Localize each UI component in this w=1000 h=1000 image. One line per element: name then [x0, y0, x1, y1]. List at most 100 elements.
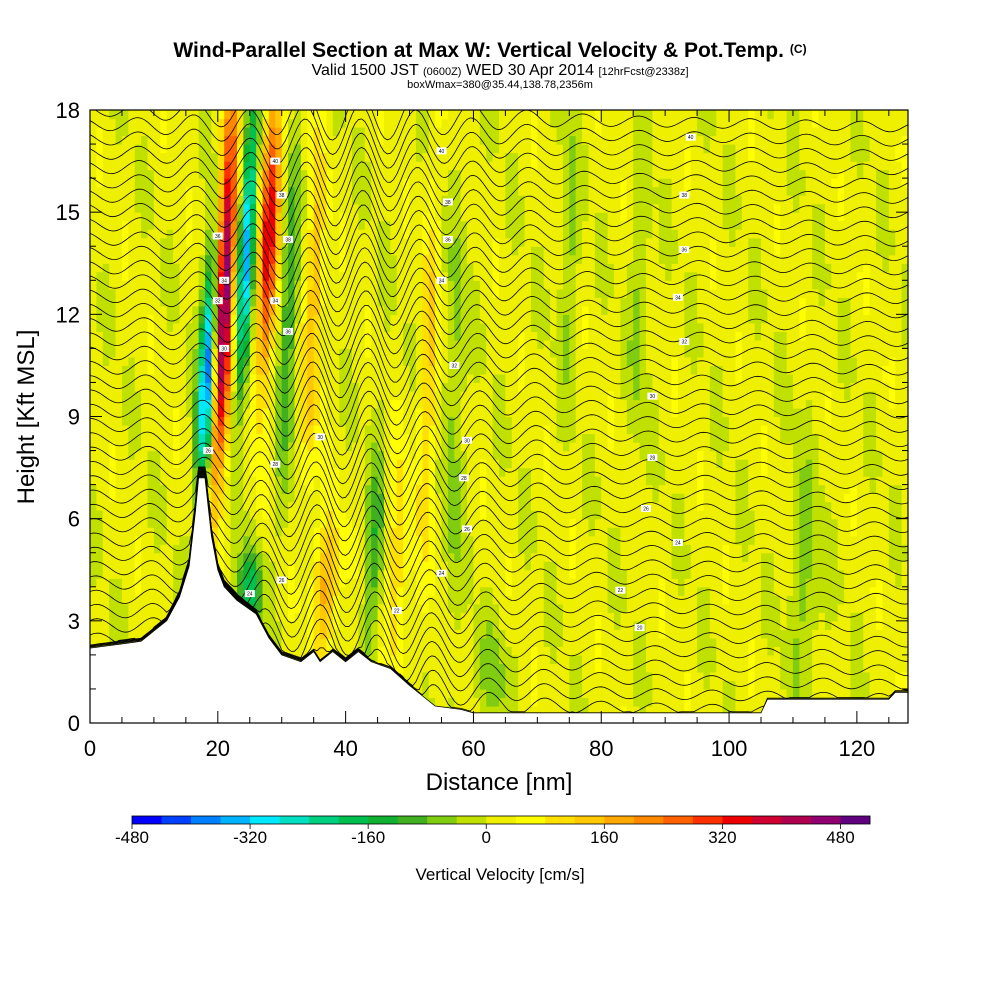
heat-cell — [313, 169, 321, 179]
heat-cell — [447, 535, 455, 545]
heat-cell — [236, 246, 244, 256]
heat-cell — [281, 637, 289, 647]
heat-cell — [460, 416, 468, 426]
heat-cell — [109, 169, 117, 179]
heat-cell — [473, 365, 481, 375]
heat-cell — [173, 280, 181, 290]
heat-cell — [428, 373, 436, 384]
heat-cell — [499, 110, 506, 120]
heat-cell — [352, 578, 360, 588]
heat-cell — [447, 348, 455, 358]
heat-cell — [217, 220, 225, 230]
heat-cell — [460, 339, 468, 349]
heat-cell — [102, 407, 110, 418]
heat-cell — [134, 459, 142, 469]
heat-cell — [300, 229, 308, 239]
heat-cell — [383, 450, 391, 460]
heat-cell — [505, 322, 513, 332]
heat-cell — [499, 501, 506, 511]
heat-cell — [524, 407, 532, 418]
heat-cell — [479, 493, 487, 503]
heat-cell — [179, 118, 187, 128]
heat-cell — [185, 535, 193, 545]
heat-cell — [134, 144, 142, 154]
heat-cell — [390, 646, 398, 656]
heat-cell — [179, 476, 187, 486]
heat-cell — [320, 186, 328, 196]
heat-cell — [115, 118, 123, 128]
heat-cell — [428, 535, 436, 545]
heat-cell — [294, 637, 302, 647]
heat-cell — [415, 603, 423, 613]
heat-cell — [224, 195, 232, 205]
heat-cell — [128, 612, 136, 622]
heat-cell — [371, 382, 379, 392]
heat-cell — [415, 280, 423, 290]
heat-cell — [345, 637, 353, 647]
heat-cell — [492, 578, 500, 588]
heat-cell — [479, 178, 487, 188]
heat-cell — [326, 637, 334, 647]
heat-cell — [352, 195, 360, 205]
heat-cell — [134, 161, 142, 171]
heat-cell — [224, 484, 232, 494]
heat-cell — [243, 118, 251, 128]
heat-cell — [447, 356, 455, 367]
heat-cell — [479, 254, 487, 264]
heat-cell — [326, 373, 334, 384]
heat-cell — [205, 254, 213, 264]
heat-cell — [205, 459, 213, 469]
heat-cell — [409, 603, 417, 613]
heat-cell — [275, 365, 283, 375]
heat-cell — [524, 373, 532, 384]
heat-cell — [415, 399, 423, 409]
heat-cell — [390, 382, 398, 392]
heat-cell — [96, 544, 104, 554]
heat-cell — [313, 152, 321, 162]
heat-cell — [153, 254, 161, 264]
heat-cell — [518, 220, 526, 230]
heat-cell — [236, 544, 244, 554]
heat-cell — [435, 578, 443, 588]
heat-cell — [371, 654, 379, 664]
heat-cell — [128, 518, 136, 528]
heat-cell — [115, 450, 123, 460]
heat-cell — [364, 288, 372, 298]
heat-cell — [345, 595, 353, 605]
heat-cell — [492, 203, 500, 213]
heat-cell — [275, 467, 283, 477]
heat-cell — [268, 152, 276, 162]
heat-cell — [134, 425, 142, 435]
heat-cell — [153, 382, 161, 392]
heat-cell — [236, 416, 244, 426]
heat-cell — [294, 127, 302, 137]
heat-cell — [390, 586, 398, 596]
heat-cell — [454, 407, 462, 418]
heat-cell — [454, 425, 462, 435]
heat-cell — [320, 459, 328, 469]
heat-cell — [192, 152, 200, 162]
heat-cell — [435, 263, 443, 273]
heat-cell — [352, 493, 360, 503]
heat-cell — [300, 450, 308, 460]
heat-cell — [230, 212, 238, 222]
heat-cell — [179, 518, 187, 528]
heat-cell — [403, 246, 411, 256]
heat-cell — [147, 152, 155, 162]
heat-cell — [364, 646, 372, 656]
heat-cell — [173, 493, 181, 503]
heat-cell — [243, 552, 251, 562]
heat-cell — [358, 118, 366, 128]
heat-cell — [134, 493, 142, 503]
heat-cell — [467, 263, 475, 273]
heat-cell — [454, 603, 462, 613]
heat-cell — [486, 110, 494, 120]
heat-cell — [345, 348, 353, 358]
heat-cell — [441, 459, 449, 469]
heat-cell — [288, 484, 296, 494]
heat-cell — [530, 646, 538, 656]
heat-cell — [460, 220, 468, 230]
heat-cell — [415, 118, 423, 128]
heat-cell — [409, 467, 417, 477]
heat-cell — [467, 493, 475, 503]
